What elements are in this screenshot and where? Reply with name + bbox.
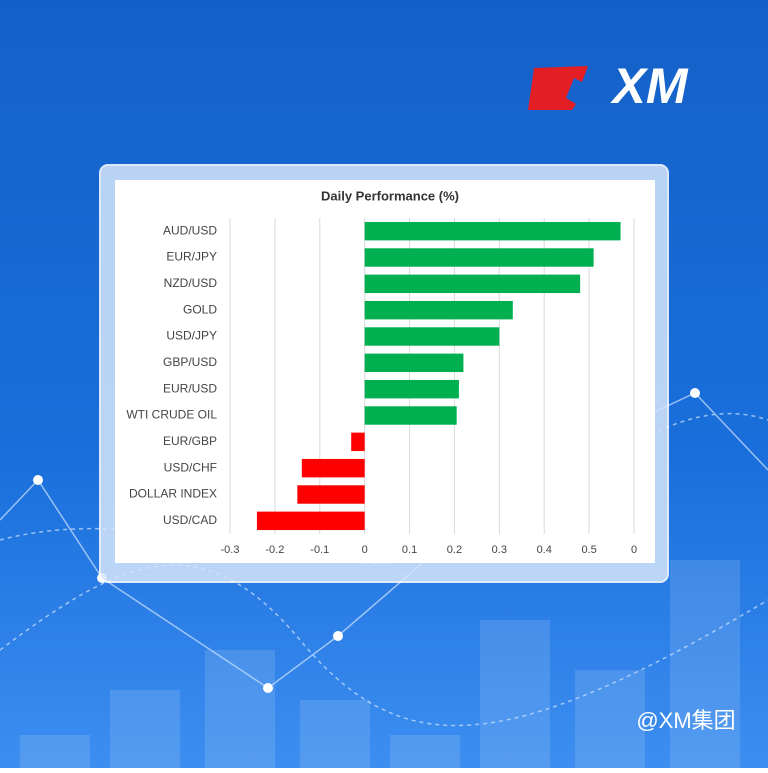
bar	[364, 274, 581, 294]
logo: XM	[528, 58, 689, 114]
decor-columns	[20, 560, 740, 768]
bar	[364, 327, 500, 346]
chart: Daily Performance (%) -0.3 -0.2 -0.1 0 0.1 0.…	[126, 188, 637, 555]
y-tick-label: USD/CAD	[163, 513, 217, 527]
bar	[364, 248, 594, 267]
x-tick-label: 0	[631, 544, 637, 556]
bar	[364, 379, 459, 399]
bar	[351, 432, 365, 452]
bar	[364, 353, 464, 373]
x-tick-label: 0.1	[402, 544, 417, 556]
y-tick-label: EUR/USD	[163, 381, 217, 395]
bar	[364, 221, 621, 241]
y-tick-label: WTI CRUDE OIL	[126, 408, 217, 422]
y-tick-label: NZD/USD	[164, 276, 218, 290]
x-tick-label: 0.5	[581, 544, 596, 556]
y-tick-label: EUR/GBP	[163, 434, 217, 448]
y-tick-label: USD/CHF	[164, 460, 217, 474]
watermark: @XM集团	[636, 708, 735, 733]
bar	[364, 300, 513, 320]
x-tick-label: 0.3	[492, 544, 507, 556]
y-tick-label: AUD/USD	[163, 223, 217, 237]
bar	[301, 458, 365, 478]
y-tick-label: GOLD	[183, 302, 217, 316]
x-tick-label: -0.2	[265, 544, 284, 556]
y-tick-label: GBP/USD	[163, 355, 217, 369]
x-tick-label: 0	[362, 544, 368, 556]
x-tick-label: 0.2	[447, 544, 462, 556]
x-tick-label: -0.3	[221, 544, 240, 556]
x-tick-label: -0.1	[310, 544, 329, 556]
y-tick-label: USD/JPY	[166, 329, 217, 343]
y-tick-label: EUR/JPY	[166, 250, 217, 264]
bar	[297, 485, 365, 504]
bar	[364, 406, 457, 425]
logo-text: XM	[610, 58, 689, 114]
y-tick-label: DOLLAR INDEX	[129, 487, 217, 501]
bar	[256, 511, 365, 531]
x-tick-label: 0.4	[537, 544, 552, 556]
chart-title: Daily Performance (%)	[321, 188, 459, 203]
